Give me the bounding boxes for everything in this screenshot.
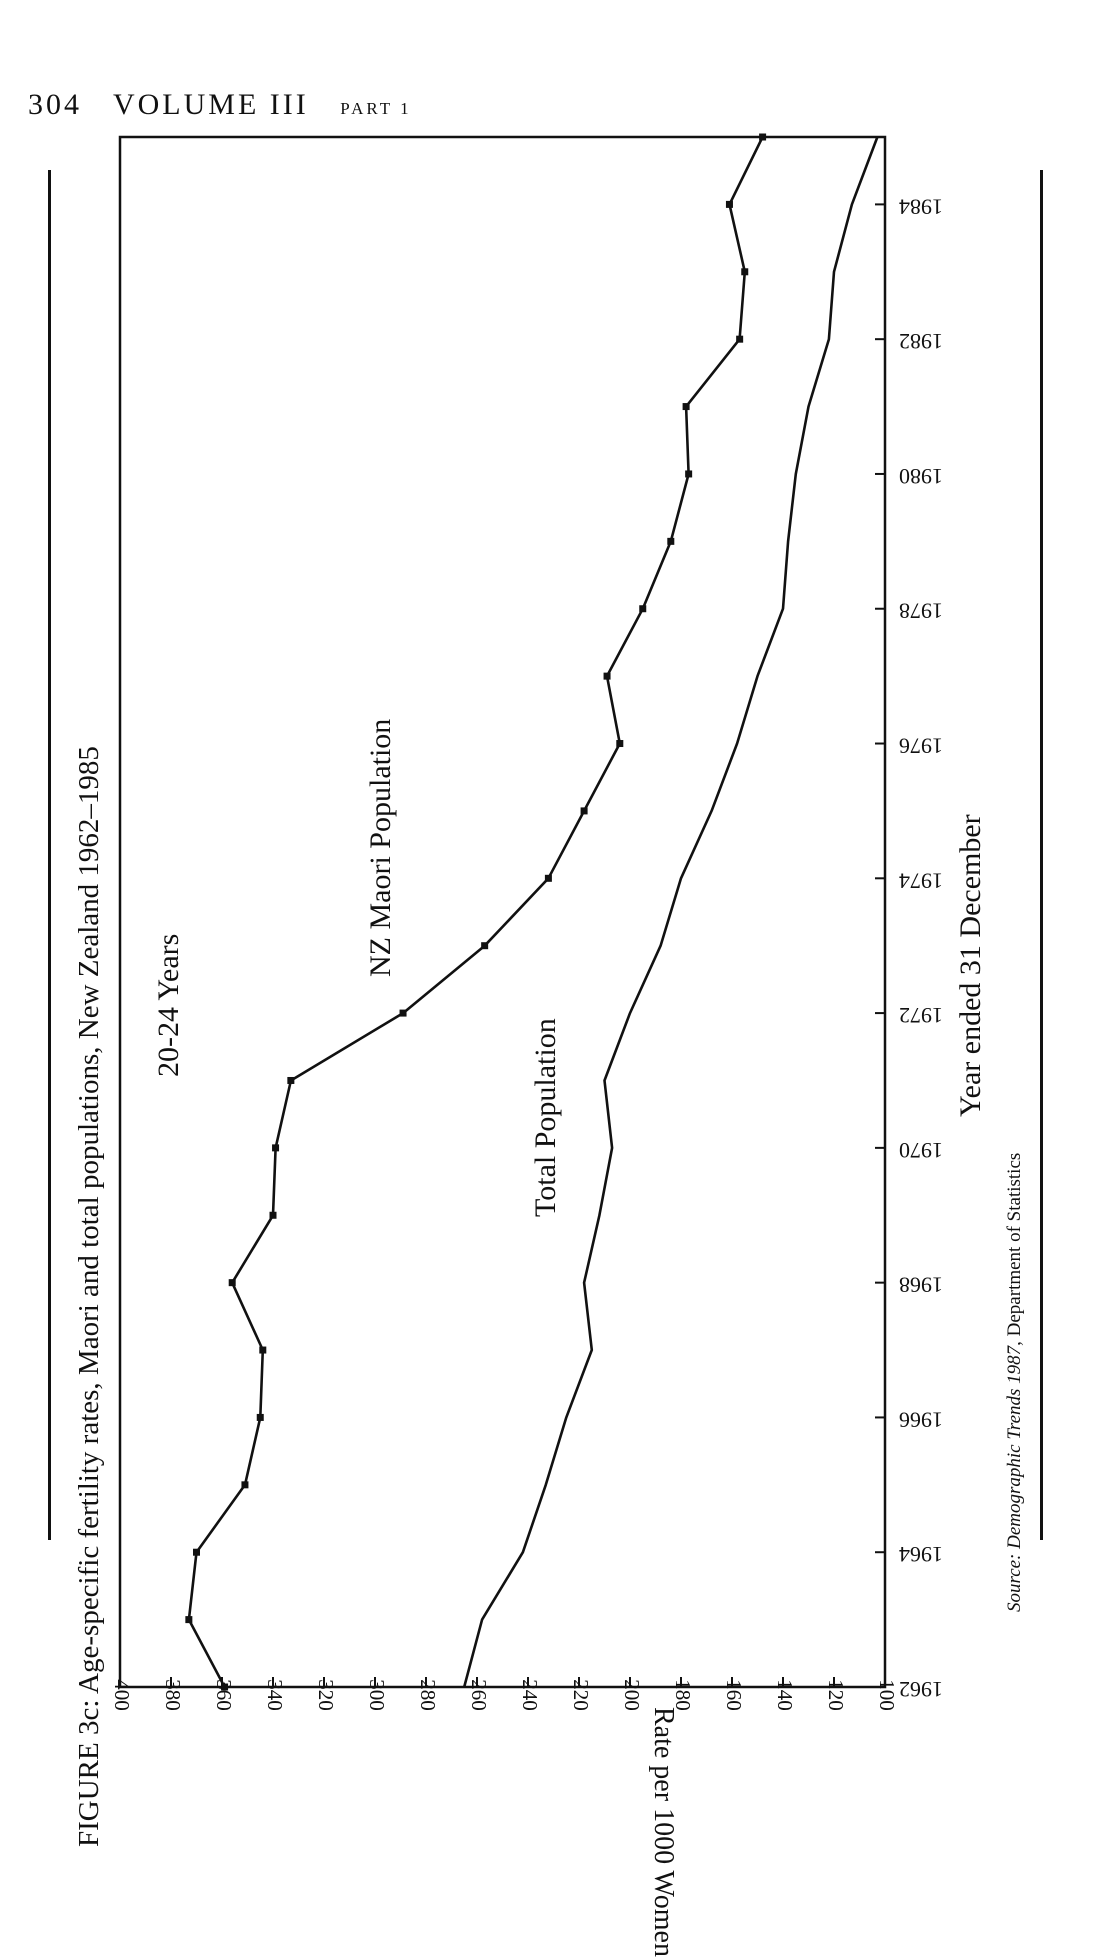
data-point-nz-maori-population	[603, 672, 611, 680]
y-tick-label: 340	[263, 1679, 287, 1711]
x-tick-label: 1968	[899, 1273, 943, 1298]
data-point-nz-maori-population	[616, 740, 624, 748]
x-axis: 1962 1964 1966 1968 1970 1972 1974 1976 1978 1980…	[875, 194, 943, 1702]
data-point-nz-maori-population	[221, 1683, 229, 1691]
part-label: PART 1	[340, 99, 412, 118]
data-point-nz-maori-population	[741, 268, 749, 276]
x-tick-label: 1984	[899, 194, 943, 219]
data-point-nz-maori-population	[725, 200, 733, 208]
annotation-20-24-years: 20-24 Years	[152, 934, 185, 1077]
source-rest: , Department of Statistics	[1004, 1153, 1025, 1346]
data-point-nz-maori-population	[639, 605, 647, 613]
y-tick-label: 200	[620, 1679, 644, 1711]
y-tick-label: 240	[518, 1679, 542, 1711]
x-tick-label: 1974	[899, 868, 943, 893]
data-point-nz-maori-population	[193, 1548, 200, 1556]
y-tick-label: 180	[671, 1679, 695, 1711]
x-tick-label: 1978	[899, 599, 943, 624]
series-line-nz-maori-population	[187, 136, 764, 1688]
chart: FIGURE 3c: Age-specific fertility rates,…	[73, 133, 1025, 1957]
figure-title: FIGURE 3c: Age-specific fertility rates,…	[73, 746, 105, 1847]
x-tick-label: 1964	[899, 1542, 943, 1567]
data-point-nz-maori-population	[736, 335, 744, 343]
y-tick-label: 220	[569, 1679, 593, 1711]
volume-label: VOLUME III	[112, 88, 309, 121]
series-line-total-population	[462, 136, 879, 1688]
data-point-nz-maori-population	[685, 470, 693, 478]
y-tick-label: 140	[773, 1679, 797, 1711]
x-tick-label: 1970	[899, 1138, 943, 1163]
data-point-nz-maori-population	[259, 1346, 267, 1354]
data-point-nz-maori-population	[399, 1009, 407, 1017]
y-tick-label: 300	[365, 1679, 389, 1711]
page-header: 304 VOLUME III PART 1	[28, 88, 412, 122]
data-point-nz-maori-population	[481, 942, 489, 950]
data-point-nz-maori-population	[287, 1076, 295, 1084]
x-tick-label: 1982	[899, 329, 943, 354]
data-point-nz-maori-population	[667, 537, 675, 545]
y-tick-label: 160	[722, 1679, 746, 1711]
x-tick-label: 1972	[899, 1003, 943, 1028]
data-point-nz-maori-population	[241, 1481, 249, 1489]
annotation-nz-maori-population: NZ Maori Population	[364, 719, 397, 977]
y-tick-label: 320	[314, 1679, 338, 1711]
x-tick-label: 1962	[899, 1677, 943, 1702]
annotation-total-population: Total Population	[529, 1018, 562, 1217]
series-layer	[185, 133, 879, 1691]
y-tick-label: 400	[110, 1679, 134, 1711]
data-point-nz-maori-population	[759, 133, 767, 141]
data-point-nz-maori-population	[228, 1279, 236, 1287]
data-point-nz-maori-population	[269, 1211, 277, 1219]
data-point-nz-maori-population	[272, 1144, 280, 1152]
x-tick-label: 1966	[899, 1407, 943, 1432]
data-point-nz-maori-population	[682, 403, 690, 411]
source-note: Source: Demographic Trends 1987, Departm…	[1004, 1153, 1025, 1612]
y-tick-label: 120	[824, 1679, 848, 1711]
source-italic: Source: Demographic Trends 1987	[1004, 1344, 1025, 1612]
y-tick-label: 380	[161, 1679, 185, 1711]
x-tick-label: 1980	[899, 464, 943, 489]
data-point-nz-maori-population	[256, 1413, 264, 1421]
data-point-nz-maori-population	[580, 807, 588, 815]
x-axis-label: Year ended 31 December	[954, 814, 987, 1117]
plot-frame	[118, 135, 887, 1689]
right-rule	[1040, 170, 1043, 1540]
y-axis-label: Rate per 1000 Women	[648, 1707, 679, 1957]
y-tick-label: 100	[875, 1679, 899, 1711]
x-tick-label: 1976	[899, 733, 943, 758]
page-number: 304	[28, 88, 82, 121]
y-axis: 100 120 140 160 180 200 220 240 260 280 300 320 340 3…	[110, 1677, 899, 1711]
left-rule	[48, 170, 51, 1540]
y-tick-label: 280	[416, 1679, 440, 1711]
y-tick-label: 260	[467, 1679, 491, 1711]
data-point-nz-maori-population	[185, 1616, 193, 1624]
data-point-nz-maori-population	[544, 874, 552, 882]
